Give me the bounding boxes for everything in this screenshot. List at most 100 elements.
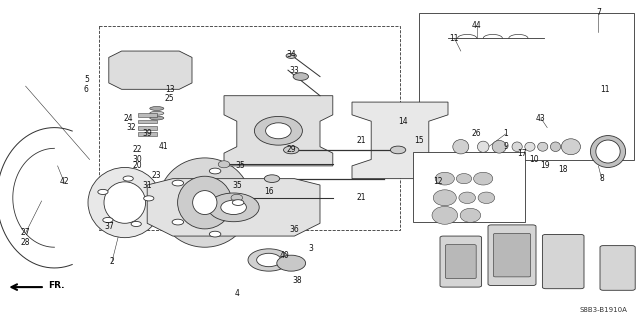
Ellipse shape [104,182,146,223]
Text: 6: 6 [84,85,89,94]
Text: 19: 19 [540,161,550,170]
Text: 27: 27 [20,228,31,237]
Text: 42: 42 [59,177,69,186]
Text: FR.: FR. [48,281,65,290]
Text: 34: 34 [286,50,296,59]
Ellipse shape [478,192,495,204]
Circle shape [209,168,221,174]
Text: 7: 7 [596,8,601,17]
Text: 10: 10 [529,155,540,164]
Bar [138,120,157,123]
Circle shape [123,176,133,181]
Text: S8B3-B1910A: S8B3-B1910A [579,307,627,313]
FancyBboxPatch shape [440,236,481,287]
Text: 16: 16 [264,187,274,196]
Ellipse shape [257,253,281,267]
FancyBboxPatch shape [445,245,476,278]
Ellipse shape [277,255,306,271]
Ellipse shape [158,158,252,247]
Ellipse shape [561,139,580,155]
Circle shape [264,175,280,182]
Circle shape [284,146,299,154]
Ellipse shape [178,176,232,229]
Ellipse shape [460,208,481,222]
Text: 3: 3 [308,244,313,253]
Ellipse shape [88,167,162,238]
Text: 33: 33 [289,66,300,75]
Ellipse shape [193,190,217,215]
Text: 26: 26 [472,130,482,138]
Ellipse shape [474,172,493,185]
Circle shape [390,146,406,154]
Ellipse shape [538,142,548,151]
Ellipse shape [477,141,489,152]
Ellipse shape [433,190,456,206]
Circle shape [209,231,221,237]
Ellipse shape [150,107,164,110]
Text: 21: 21 [357,193,366,202]
Ellipse shape [456,174,472,184]
Text: 28: 28 [21,238,30,247]
Text: 24: 24 [123,114,133,122]
Circle shape [172,219,184,225]
Ellipse shape [150,111,164,115]
Circle shape [172,180,184,186]
Text: 35: 35 [235,161,245,170]
Circle shape [131,221,141,226]
Text: 20: 20 [132,161,143,170]
Text: 11: 11 [600,85,609,94]
Text: 36: 36 [289,225,300,234]
Ellipse shape [525,142,535,151]
Circle shape [293,73,308,80]
Text: 41: 41 [158,142,168,151]
FancyBboxPatch shape [488,225,536,286]
Ellipse shape [231,194,243,201]
Ellipse shape [550,142,561,152]
Ellipse shape [432,206,458,224]
Polygon shape [109,51,192,89]
Text: 2: 2 [109,257,115,266]
Text: 1: 1 [503,130,508,138]
Text: 8: 8 [599,174,604,183]
Ellipse shape [590,136,626,167]
Text: 31: 31 [142,181,152,189]
Text: 17: 17 [516,149,527,158]
Text: 25: 25 [164,94,175,103]
Text: 13: 13 [164,85,175,94]
Ellipse shape [596,140,620,163]
Text: 9: 9 [503,142,508,151]
Ellipse shape [221,200,246,215]
Circle shape [286,53,296,58]
Text: 4: 4 [234,289,239,298]
Text: 37: 37 [104,222,114,231]
Circle shape [143,196,154,201]
Text: 18: 18 [559,165,568,174]
FancyBboxPatch shape [493,234,531,277]
Ellipse shape [150,116,164,120]
Bar [138,113,157,117]
Text: 30: 30 [132,155,143,164]
Ellipse shape [492,140,506,153]
Text: 5: 5 [84,75,89,84]
Ellipse shape [218,161,230,168]
Text: 40: 40 [280,251,290,260]
Text: 22: 22 [133,145,142,154]
Ellipse shape [512,142,522,152]
Ellipse shape [453,139,468,154]
Text: 14: 14 [398,117,408,126]
Text: 44: 44 [472,21,482,30]
Bar [138,126,157,130]
Circle shape [98,189,108,195]
Text: 32: 32 [126,123,136,132]
Text: 29: 29 [286,145,296,154]
Text: 12: 12 [434,177,443,186]
Circle shape [103,218,113,223]
Circle shape [232,200,244,205]
Ellipse shape [459,192,476,204]
Bar [413,152,525,222]
Ellipse shape [208,193,259,222]
Text: 39: 39 [142,130,152,138]
Polygon shape [224,96,333,166]
Text: 35: 35 [232,181,242,189]
Ellipse shape [266,123,291,139]
